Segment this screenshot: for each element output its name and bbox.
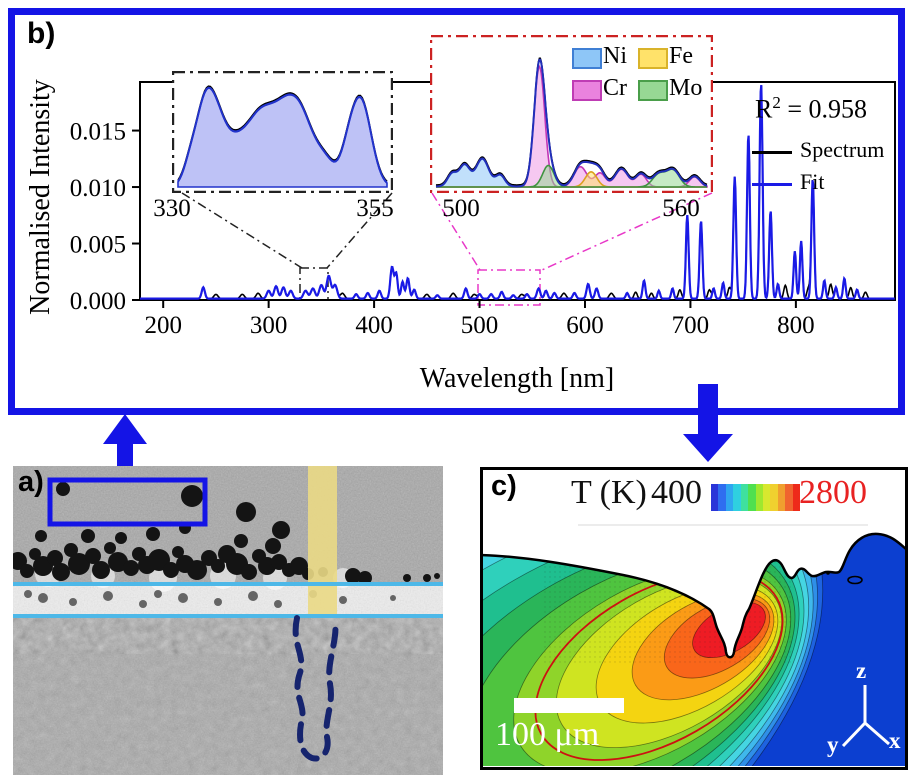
- x-tick-label: 500: [461, 312, 499, 339]
- axis-label-z: z: [856, 658, 867, 683]
- panel-a-letter: a): [18, 466, 44, 498]
- legend-swatch-fe: [638, 48, 668, 69]
- stipple-texture: [543, 533, 793, 665]
- panel-c-letter: c): [491, 470, 517, 502]
- scale-bar-label: 100 μm: [495, 716, 600, 753]
- colorbar-segment: [733, 484, 741, 511]
- uv-fit-inset: [172, 71, 393, 193]
- colorbar-segment: [718, 484, 726, 511]
- r-squared-annotation: R2 = 0.958: [754, 93, 867, 124]
- axis-label-y: y: [827, 732, 839, 757]
- zoom-region-box-vis: [477, 269, 541, 306]
- arrow-down-panel-b-to-c: [683, 384, 733, 462]
- melt-boundary-contour: [534, 571, 784, 761]
- panel-b-letter: b): [27, 17, 56, 50]
- colorbar-segment: [762, 484, 771, 511]
- colorbar-segment: [792, 484, 801, 511]
- micrograph-image: [13, 466, 443, 775]
- colorbar-max-label: 2800: [799, 474, 867, 511]
- legend-spectrum-label: Spectrum: [800, 137, 885, 162]
- x-tick-label: 200: [144, 312, 182, 339]
- scale-bar: [514, 698, 624, 713]
- legend-spectrum-line: [752, 151, 792, 154]
- colorbar-segment: [711, 484, 719, 511]
- keyhole-outline-dashed: [292, 615, 339, 762]
- legend-label-fe: Fe: [669, 43, 693, 69]
- y-tick-label: 0.000: [70, 288, 126, 315]
- inset-right-tick-max: 560: [662, 195, 700, 222]
- inset-left-tick-min: 330: [153, 195, 191, 222]
- probe-line-of-sight-bar: [308, 466, 337, 616]
- axis-label-x: x: [889, 728, 901, 753]
- axis-triad: [841, 685, 890, 748]
- y-tick-label: 0.010: [70, 175, 126, 202]
- inset-envelope-curve: [435, 58, 708, 188]
- panel-a-micrograph: a): [13, 466, 443, 775]
- colorbar-segment: [777, 484, 786, 511]
- inset-left-tick-max: 355: [356, 195, 394, 222]
- colorbar-min-label: 400: [651, 474, 702, 511]
- colorbar-segment: [748, 484, 756, 511]
- arrow-up-panel-a-to-b: [103, 414, 147, 488]
- x-tick-label: 800: [777, 312, 815, 339]
- x-tick-label: 700: [672, 312, 710, 339]
- colorbar-segment: [770, 484, 778, 511]
- inset-right-tick-min: 500: [442, 195, 480, 222]
- x-tick-label: 600: [566, 312, 604, 339]
- element-fit-inset: [430, 35, 713, 193]
- main-spectrum-plot: 200 300 400 500 600 700 800 0.000 0.005 0.010 0.01…: [70, 81, 896, 339]
- colorbar-segment: [740, 484, 749, 511]
- surface-profile-outline: [483, 532, 905, 659]
- temperature-colorbar: [711, 484, 801, 511]
- plume-region-box: [47, 477, 208, 527]
- x-tick-label: 300: [250, 312, 288, 339]
- legend-swatch-cr: [572, 80, 602, 101]
- y-tick-label: 0.015: [70, 119, 126, 146]
- inset-envelope-curve: [177, 86, 388, 184]
- panel-b-spectrum: b) Normalised Intensity Wavelength [nm] …: [8, 8, 905, 415]
- colorbar-segment: [785, 484, 793, 511]
- legend-swatch-mo: [638, 80, 668, 101]
- legend-fit-label: Fit: [800, 169, 825, 194]
- zoom-region-box-uv: [299, 267, 329, 301]
- fit-curve: [140, 84, 895, 300]
- legend-label-mo: Mo: [669, 75, 703, 101]
- colorbar-title: T (K): [571, 474, 647, 511]
- legend-label-cr: Cr: [603, 75, 627, 101]
- melt-pool-contour-plot: [483, 532, 905, 766]
- x-axis-title: Wavelength [nm]: [419, 363, 615, 394]
- colorbar-segment: [725, 484, 734, 511]
- spatter-particles: [13, 482, 440, 585]
- legend-swatch-ni: [572, 48, 602, 69]
- pore-outline: [847, 575, 863, 585]
- y-tick-label: 0.005: [70, 232, 126, 259]
- x-tick-label: 400: [355, 312, 393, 339]
- divider-line: [578, 524, 868, 526]
- panel-c-temperature-map: c) T (K) 400 2800: [480, 467, 908, 770]
- legend-label-ni: Ni: [603, 43, 627, 69]
- inset-connectors: [181, 192, 713, 306]
- colorbar-segment: [755, 484, 763, 511]
- legend-fit-line: [752, 183, 792, 186]
